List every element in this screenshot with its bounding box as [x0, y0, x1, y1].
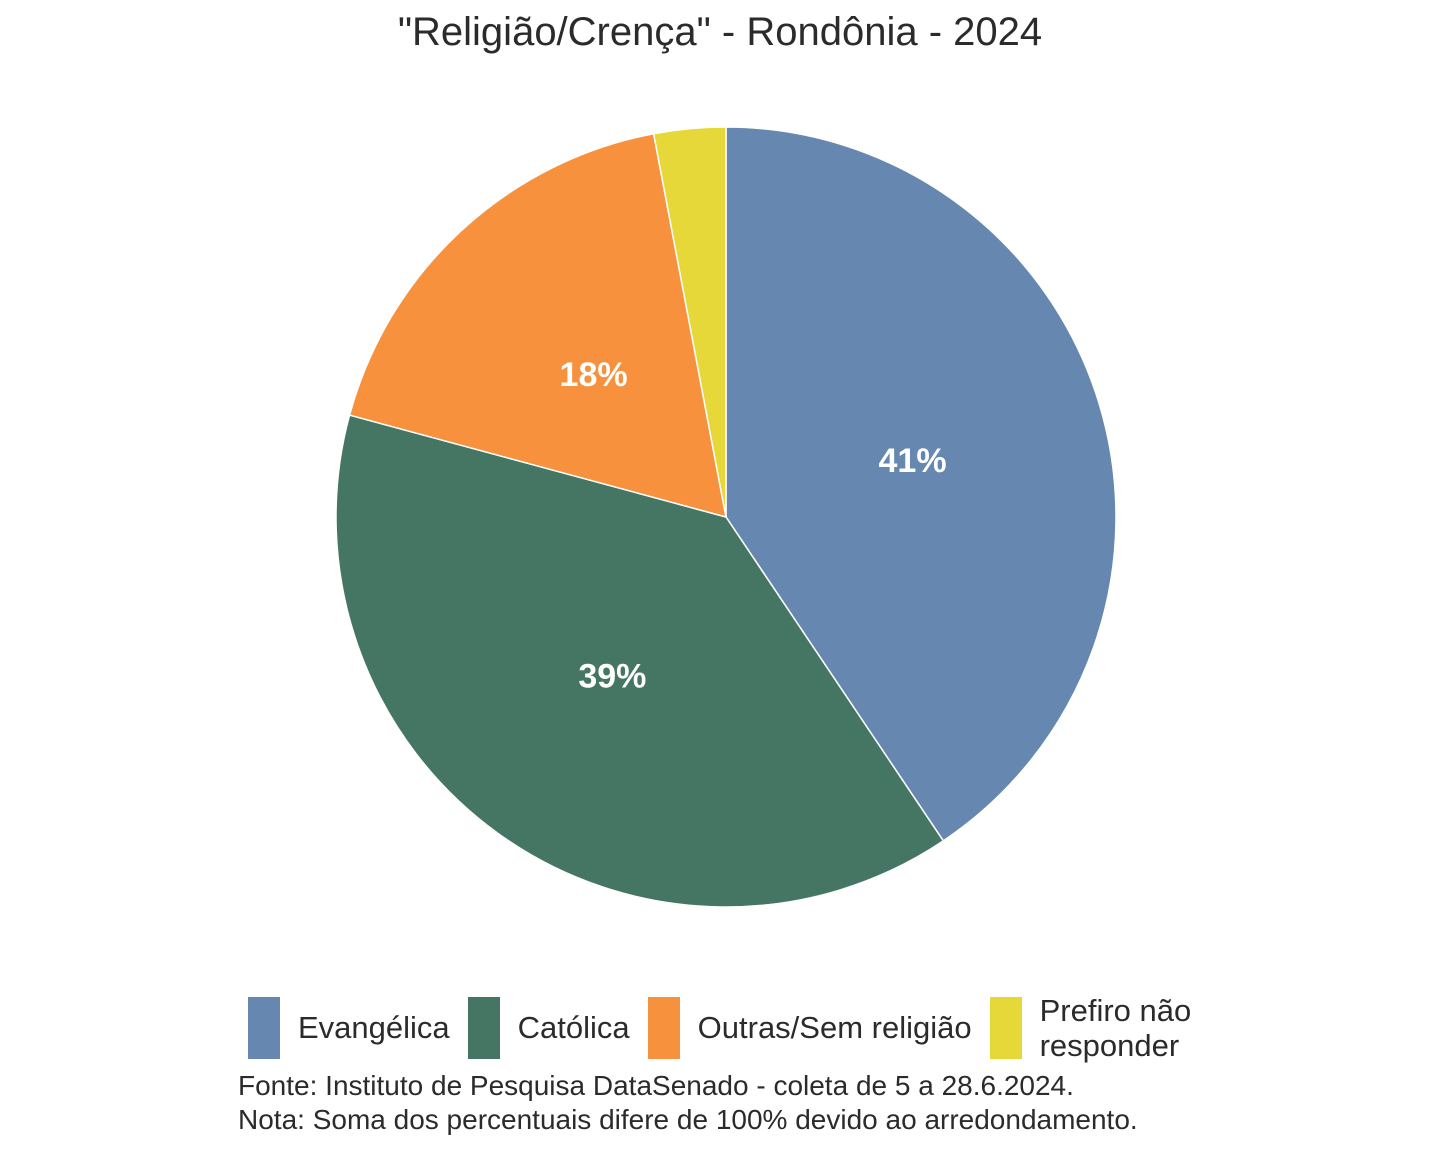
slice-label: 39% [578, 657, 646, 695]
legend-item-prefiro: Prefiro não responder [989, 993, 1192, 1063]
legend-label: Prefiro não responder [1039, 993, 1192, 1063]
slice-label: 41% [879, 442, 947, 480]
pie-slice-2 [348, 132, 727, 519]
legend: Evangélica Católica Outras/Sem religião … [248, 993, 1209, 1063]
legend-item-catolica: Católica [467, 997, 630, 1059]
rounding-note: Nota: Soma dos percentuais difere de 100… [238, 1104, 1138, 1135]
pie-slice-1 [335, 414, 945, 908]
pie-slice-3 [652, 126, 727, 518]
legend-swatch [647, 997, 680, 1059]
chart-title: "Religião/Crença" - Rondônia - 2024 [397, 10, 1043, 54]
legend-swatch [467, 997, 500, 1059]
legend-item-evangelica: Evangélica [248, 997, 450, 1059]
legend-label: Evangélica [298, 1010, 450, 1045]
legend-item-outras: Outras/Sem religião [647, 997, 972, 1059]
source-note: Fonte: Instituto de Pesquisa DataSenado … [238, 1070, 1074, 1101]
legend-swatch [989, 997, 1022, 1059]
legend-label: Católica [517, 1010, 630, 1045]
pie-slice-0 [725, 126, 1117, 842]
slice-label: 18% [560, 356, 628, 394]
legend-swatch [248, 997, 280, 1059]
legend-label: Outras/Sem religião [697, 1010, 972, 1045]
